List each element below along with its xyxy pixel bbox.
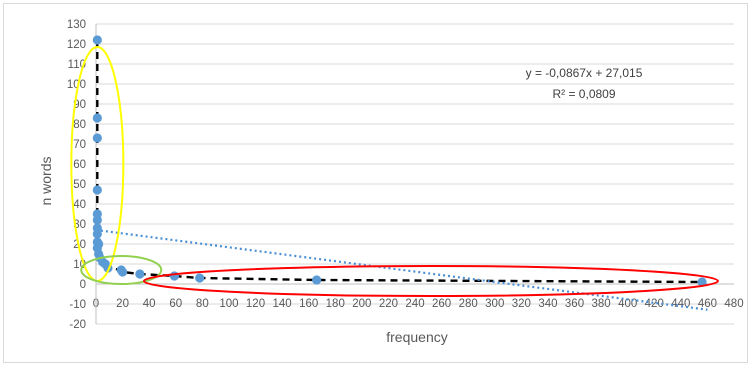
y-tick-label: 100	[67, 79, 86, 91]
y-tick-label: 80	[73, 119, 86, 131]
x-tick-label: 360	[565, 298, 584, 310]
x-tick-label: 100	[219, 298, 238, 310]
x-tick-label: 80	[196, 298, 209, 310]
data-point	[117, 267, 128, 277]
data-point	[92, 113, 102, 123]
x-tick-label: 280	[459, 298, 478, 310]
data-point	[195, 273, 205, 283]
y-tick-label: -20	[69, 319, 86, 331]
x-tick-label: 140	[272, 298, 291, 310]
x-tick-label: 220	[379, 298, 398, 310]
y-axis-label: n words	[38, 156, 54, 205]
trendline-r-squared: R² = 0,0809	[552, 87, 615, 101]
y-tick-label: 20	[73, 239, 86, 251]
y-tick-label: 40	[73, 199, 86, 211]
x-axis-label: frequency	[386, 329, 447, 345]
data-point	[92, 229, 102, 239]
data-point	[92, 215, 102, 225]
y-tick-label: 50	[73, 179, 86, 191]
y-tick-label: 60	[73, 159, 86, 171]
dashed-series-line	[96, 40, 703, 284]
x-tick-label: 340	[538, 298, 557, 310]
data-point	[92, 185, 102, 195]
data-point	[697, 277, 707, 287]
grid-lines	[96, 23, 734, 325]
x-tick-label: 180	[326, 298, 345, 310]
x-tick-label: 480	[724, 298, 743, 310]
y-tick-label: 90	[73, 99, 86, 111]
x-tick-label: 60	[169, 298, 182, 310]
x-tick-label: 40	[143, 298, 156, 310]
highlight-ellipses	[70, 46, 719, 297]
x-tick-label: 460	[698, 298, 717, 310]
y-tick-label: 0	[80, 279, 86, 291]
data-point	[92, 35, 102, 45]
data-point	[169, 271, 180, 281]
x-tick-label: 320	[512, 298, 531, 310]
x-tick-label: 260	[432, 298, 451, 310]
x-tick-label: 300	[485, 298, 504, 310]
trendline-equation: y = -0,0867x + 27,015	[526, 66, 643, 80]
x-tick-label: 420	[645, 298, 664, 310]
x-tick-label: 160	[299, 298, 318, 310]
x-tick-label: 380	[591, 298, 610, 310]
y-tick-label: 130	[67, 19, 86, 31]
x-tick-label: 20	[116, 298, 129, 310]
y-tick-label: -10	[69, 299, 86, 311]
x-tick-label: 120	[246, 298, 265, 310]
data-point	[135, 269, 145, 279]
x-tick-labels: 0204060801001201401601802002202402602803…	[93, 298, 744, 310]
y-tick-label: 120	[67, 39, 86, 51]
x-tick-label: 240	[405, 298, 424, 310]
y-tick-label: 70	[73, 139, 86, 151]
x-tick-label: 200	[352, 298, 371, 310]
data-point	[312, 275, 322, 285]
x-tick-label: 440	[671, 298, 690, 310]
red-ellipse	[142, 265, 719, 297]
data-point	[92, 133, 102, 143]
green-ellipse	[80, 255, 163, 285]
